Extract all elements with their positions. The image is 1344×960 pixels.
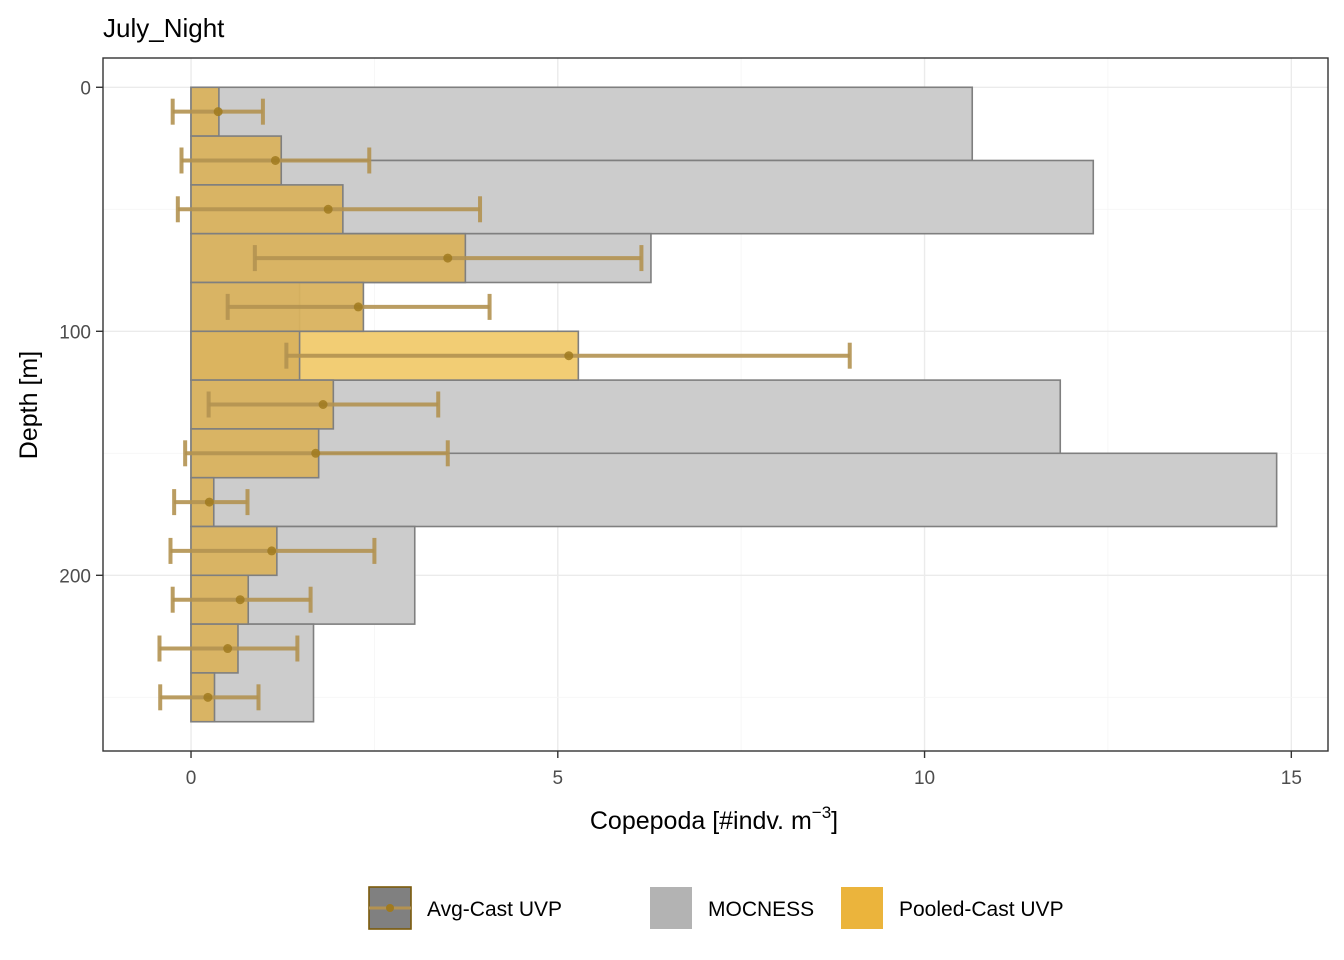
mean-point [311,448,321,458]
mean-point [235,595,245,605]
x-tick-label: 15 [1281,768,1302,789]
legend-label-pooled-cast-uvp: Pooled-Cast UVP [899,898,1064,921]
x-axis-label-main: Copepoda [#indv. m [590,807,812,835]
x-tick-label: 0 [186,768,197,789]
x-axis-label-exponent: −3 [812,803,831,822]
mocness-bar [190,452,1278,528]
mean-point [443,253,453,263]
mocness-bars [190,86,1278,723]
legend-key-avg-cast-point [386,904,394,912]
y-tick-label: 0 [80,78,91,99]
legend-item-mocness: MOCNESS [650,887,814,929]
mean-point [564,351,574,361]
y-axis-ticks: 0 100 200 [59,78,103,587]
legend-key-pooled-cast-uvp [841,887,883,929]
mean-point [204,497,214,507]
mocness-bar [190,86,974,162]
mean-point [318,400,328,409]
y-tick-label: 100 [59,322,91,343]
y-tick-label: 200 [59,566,91,587]
legend-label-avg-cast-uvp: Avg-Cast UVP [427,898,562,921]
x-tick-label: 10 [914,768,935,789]
legend-label-mocness: MOCNESS [708,898,814,921]
y-axis-label: Depth [m] [15,351,43,459]
chart-title: July_Night [103,13,225,43]
legend-key-mocness [650,887,692,929]
x-tick-label: 5 [553,768,564,789]
mean-point [323,204,333,214]
mean-point [203,692,213,702]
x-axis-label: Copepoda [#indv. m−3] [590,803,838,835]
mean-point [270,155,280,165]
x-axis-label-close: ] [831,807,838,835]
legend: Avg-Cast UVP MOCNESS Pooled-Cast UVP [368,886,1064,930]
mean-point [213,107,223,117]
error-bars [157,98,852,711]
mean-point [267,546,277,556]
mocness-bar [190,379,1062,455]
x-axis-ticks: 0 5 10 15 [186,751,1302,789]
avg-cast-bar [190,330,301,381]
panel-border [102,57,1329,752]
legend-item-avg-cast-uvp: Avg-Cast UVP [368,886,562,930]
mean-point [223,644,233,654]
mean-point [353,302,363,312]
legend-item-pooled-cast-uvp: Pooled-Cast UVP [841,887,1064,929]
